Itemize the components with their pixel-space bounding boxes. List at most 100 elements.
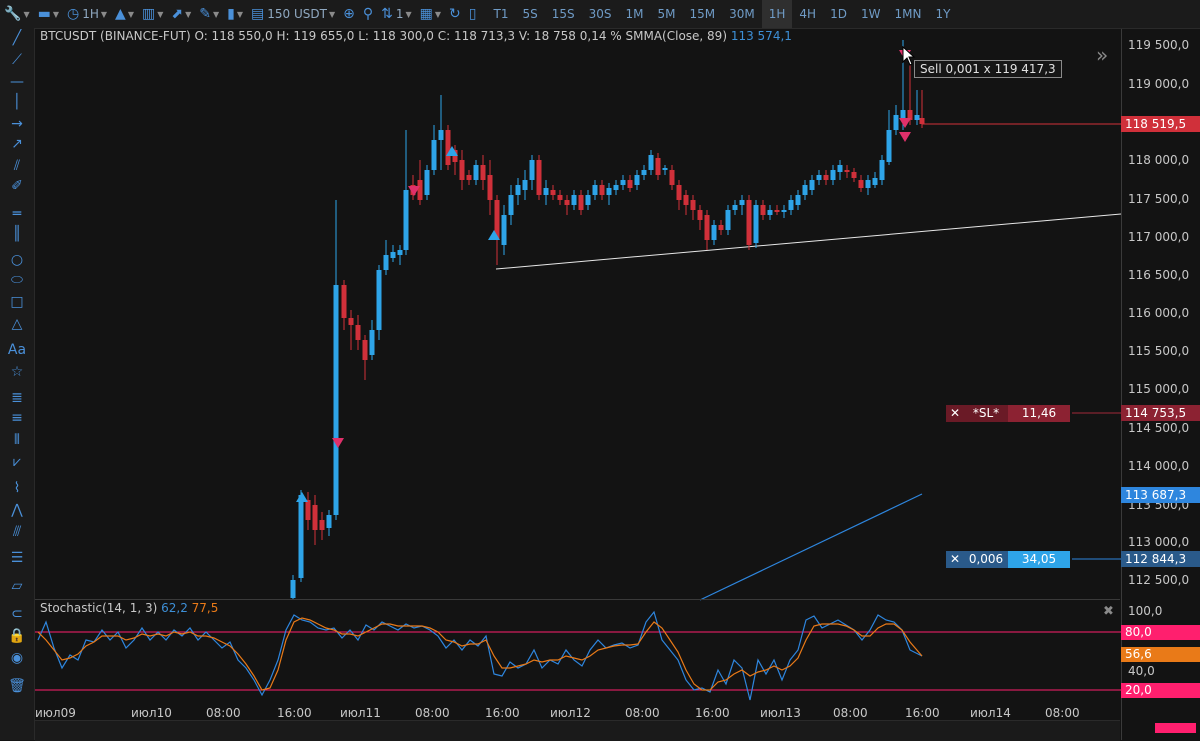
candle-body: [900, 110, 906, 120]
price-axis-label: 116 500,0: [1128, 268, 1190, 282]
ruler-icon[interactable]: ▱: [11, 578, 23, 594]
horizontal-line-icon[interactable]: —: [10, 74, 24, 90]
clock-interval-button[interactable]: ◷ 1H ▼: [66, 6, 108, 22]
fib-time-icon[interactable]: ⦀: [13, 432, 21, 448]
arrow-diagonal-icon[interactable]: ↗: [11, 136, 23, 152]
zoom-in-icon[interactable]: ⊕: [343, 6, 355, 22]
folder-icon[interactable]: ▬ ▼: [37, 6, 59, 22]
candle-body: [390, 252, 396, 258]
ellipse-icon[interactable]: ⬭: [11, 272, 23, 288]
timeframe-1y[interactable]: 1Y: [935, 7, 951, 21]
timeframe-15m[interactable]: 15M: [689, 7, 716, 21]
notes-icon[interactable]: ☰: [10, 550, 24, 566]
rectangle-icon[interactable]: □: [10, 294, 24, 310]
stoch-separator[interactable]: [35, 599, 1120, 600]
fib-fan-icon[interactable]: ≡: [11, 410, 23, 426]
price-axis[interactable]: [1121, 29, 1200, 740]
pencil-icon[interactable]: ✎ ▼: [199, 6, 220, 22]
vertical-channel-icon[interactable]: ║: [12, 226, 22, 242]
stoch-k-value: 62,2: [161, 601, 188, 615]
timeframe-1mn[interactable]: 1MN: [894, 7, 922, 21]
pattern-icon[interactable]: ⋀: [11, 502, 23, 518]
smma-price-tag: 113 687,3: [1121, 487, 1200, 503]
quantity-button[interactable]: ▤ 150 USDT ▼: [251, 6, 336, 22]
candle-body: [341, 285, 347, 318]
candle-body: [711, 225, 717, 240]
top-toolbar: 🔧 ▼ ▬ ▼ ◷ 1H ▼ ▲ ▼ ▥ ▼ ⬈ ▼ ✎ ▼ ▮ ▼ ▤ 150 USDT ▼ ⊕ ⚲…: [0, 0, 1200, 29]
timeframe-30m[interactable]: 30M: [729, 7, 755, 21]
candle-body: [683, 195, 689, 205]
candle-body: [697, 210, 703, 220]
timeframe-1w[interactable]: 1W: [860, 7, 881, 21]
candle-body: [397, 250, 403, 255]
scrollbar[interactable]: [35, 720, 1120, 741]
candle-body: [613, 185, 619, 190]
timeframe-t1[interactable]: T1: [493, 7, 509, 21]
eye-icon[interactable]: ◉: [10, 650, 24, 666]
gann-icon[interactable]: ⩗: [13, 454, 21, 470]
volume-value: V: 18 758: [518, 29, 576, 43]
candle-body: [592, 185, 598, 195]
updown-arrows-icon[interactable]: ⇅ 1 ▼: [381, 6, 412, 22]
timeframe-1m[interactable]: 1M: [625, 7, 644, 21]
candle-body: [445, 130, 451, 165]
timeframe-1d[interactable]: 1D: [830, 7, 847, 21]
timeframe-4h[interactable]: 4H: [799, 7, 817, 21]
bars-icon[interactable]: ▮ ▼: [227, 6, 244, 22]
drawing-toolbar: ╱ ⟋ — │ → ↗ ⫽ ✐ ═ ║ ○ ⬭ □ △ Aa ☆ ≣ ≡ ⦀ ⩗…: [0, 28, 35, 740]
buy-marker-icon: [296, 492, 308, 502]
wave-icon[interactable]: ⌇: [13, 480, 21, 496]
low-value: L: 118 300,0: [358, 29, 434, 43]
stoch-bottom-tag: [1155, 723, 1196, 733]
timeframe-15s[interactable]: 15S: [551, 7, 575, 21]
brush-icon[interactable]: ✐: [11, 178, 23, 194]
calendar-icon[interactable]: ▦ ▼: [419, 6, 442, 22]
candle-body: [290, 580, 296, 598]
chart-type-icon[interactable]: ▲ ▼: [115, 6, 134, 22]
vertical-line-icon[interactable]: │: [12, 94, 22, 110]
timeframe-5m[interactable]: 5M: [657, 7, 676, 21]
ray-tool-icon[interactable]: ⟋: [12, 52, 22, 68]
line-tool-icon[interactable]: ╱: [12, 30, 22, 46]
magnet-icon[interactable]: ⊂: [11, 606, 23, 622]
candle-body: [739, 200, 745, 205]
close-sl-icon[interactable]: ✕: [946, 405, 964, 422]
price-axis-label: 114 500,0: [1128, 421, 1190, 435]
search-icon[interactable]: ⚲: [362, 6, 374, 22]
close-position-icon[interactable]: ✕: [946, 551, 964, 568]
mouse-icon[interactable]: ▯: [468, 6, 477, 22]
fibonacci-icon[interactable]: ≣: [11, 390, 23, 406]
candle-body: [369, 330, 375, 355]
price-axis-label: 117 000,0: [1128, 230, 1190, 244]
text-icon[interactable]: Aa: [7, 342, 27, 358]
price-axis-label: 115 000,0: [1128, 382, 1190, 396]
parallel-lines-icon[interactable]: ⫽: [13, 158, 21, 174]
indicators-icon[interactable]: ▥ ▼: [141, 6, 164, 22]
timeframe-1h[interactable]: 1H: [761, 0, 793, 28]
timeframe-5s[interactable]: 5S: [522, 7, 538, 21]
pitchfork-icon[interactable]: ⫻: [12, 524, 22, 540]
sl-label: *SL*: [964, 405, 1008, 422]
circle-icon[interactable]: ○: [10, 252, 24, 268]
arrow-right-icon[interactable]: →: [11, 116, 23, 132]
stoch-tag-20: 20,0: [1121, 683, 1200, 698]
wrench-icon[interactable]: 🔧 ▼: [4, 6, 30, 22]
stoch-d-value: 77,5: [191, 601, 219, 615]
stoch-axis-100: 100,0: [1128, 604, 1163, 618]
candle-body: [907, 110, 913, 120]
star-icon[interactable]: ☆: [10, 364, 24, 380]
horizontal-channel-icon[interactable]: ═: [12, 206, 22, 222]
candle-body: [410, 185, 416, 195]
position-order[interactable]: ✕ 0,006 34,05: [946, 551, 1070, 568]
candle-body: [858, 180, 864, 188]
triangle-icon[interactable]: △: [11, 316, 23, 332]
stop-loss-order[interactable]: ✕ *SL* 11,46: [946, 405, 1070, 422]
cursor-icon[interactable]: ⬈ ▼: [171, 6, 192, 22]
trash-icon[interactable]: 🗑: [8, 678, 26, 694]
lock-icon[interactable]: 🔒: [8, 628, 26, 644]
candle-body: [564, 200, 570, 205]
refresh-icon[interactable]: ↻: [449, 6, 461, 22]
timeframe-30s[interactable]: 30S: [588, 7, 612, 21]
timeframe-group: T1 5S 15S 30S 1M 5M 15M 30M 1H 4H 1D 1W 1MN 1Y: [486, 0, 957, 28]
